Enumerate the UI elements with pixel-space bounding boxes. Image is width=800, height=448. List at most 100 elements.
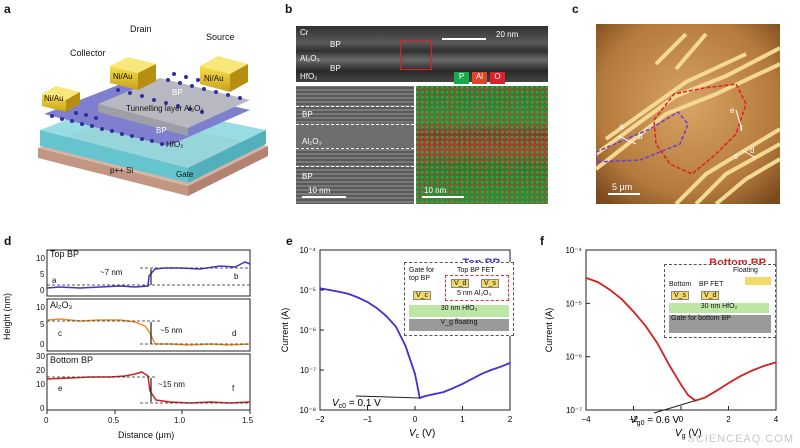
tunnel-layer-front bbox=[98, 104, 188, 136]
e-point-5 bbox=[366, 301, 369, 303]
e-point-1 bbox=[328, 289, 331, 291]
inset-f-hfo2: 30 nm HfO₂ bbox=[669, 303, 769, 313]
inset-e-vg: V_g floating bbox=[409, 319, 509, 331]
tunnel-label: Tunnelling layer Al₂O₃ bbox=[126, 104, 204, 113]
sub3-left: e bbox=[58, 384, 63, 393]
source-label: Source bbox=[206, 32, 235, 42]
tunnel-layer bbox=[98, 78, 250, 128]
electrode-fingers bbox=[596, 32, 780, 204]
drain-label: Drain bbox=[130, 24, 152, 34]
roi-box bbox=[400, 40, 432, 70]
sub2-right: d bbox=[232, 329, 237, 338]
marker-c: c bbox=[734, 152, 738, 161]
e-point-7 bbox=[385, 315, 388, 318]
e-xtick-label-2: 0 bbox=[413, 415, 418, 424]
f-ytick-label-2: 10⁻⁶ bbox=[566, 353, 582, 362]
tem-al2o3-label: Al₂O₃ bbox=[302, 137, 322, 146]
d-ylabel: Height (nm) bbox=[2, 292, 12, 340]
sub2-frame bbox=[46, 298, 251, 352]
e-point-3 bbox=[347, 293, 350, 295]
sub3-frame bbox=[46, 353, 251, 411]
sub3-ytick-0: 30 bbox=[36, 352, 45, 361]
collector-pad bbox=[42, 86, 80, 112]
scale-bar-1 bbox=[442, 38, 486, 40]
scale-label-3: 10 nm bbox=[424, 186, 447, 195]
drain-material: Ni/Au bbox=[113, 72, 133, 81]
e-ytick-label-4: 10⁻⁸ bbox=[300, 406, 317, 415]
f-ylabel: Current (A) bbox=[544, 308, 554, 353]
f-point-12 bbox=[715, 389, 718, 392]
f-xtick-label-4: 4 bbox=[774, 415, 779, 424]
psi-label: p++ Si bbox=[110, 166, 134, 175]
afm-image bbox=[596, 24, 780, 204]
d-xlabel: Distance (μm) bbox=[118, 430, 175, 440]
marker-e: e bbox=[730, 106, 735, 115]
gate-label: Gate bbox=[176, 170, 194, 179]
eds-map bbox=[416, 86, 548, 204]
e-point-16 bbox=[461, 383, 464, 385]
e-point-12 bbox=[423, 395, 426, 398]
al2o3-band bbox=[296, 122, 414, 148]
f-xtick-label-0: −4 bbox=[581, 415, 591, 424]
profile-bottom-bp bbox=[46, 371, 251, 404]
f-xlabel: Vg (V) bbox=[675, 428, 702, 440]
f-point-0 bbox=[585, 277, 587, 279]
inset-f-floating: Floating bbox=[733, 267, 758, 274]
f-point-3 bbox=[620, 298, 623, 300]
inset-e-gate: Gate for top BP bbox=[409, 267, 435, 282]
hfo2-side bbox=[188, 130, 266, 183]
bp2-label: BP bbox=[330, 64, 341, 73]
dash-1 bbox=[296, 106, 414, 107]
sub3-title: Bottom BP bbox=[50, 355, 94, 365]
inset-f-bpfet: BP FET bbox=[699, 281, 724, 288]
dash-2 bbox=[296, 124, 414, 125]
legend-p: P bbox=[454, 72, 469, 84]
dash-3 bbox=[296, 148, 414, 149]
e-xtick-label-3: 1 bbox=[460, 415, 465, 424]
e-point-18 bbox=[480, 373, 483, 375]
f-point-14 bbox=[739, 375, 742, 378]
tem-overview bbox=[296, 26, 548, 82]
sub1-ytick-2: 0 bbox=[40, 286, 45, 295]
e-point-8 bbox=[395, 326, 397, 328]
inset-e-al2o3: 5 nm Al₂O₃ bbox=[457, 290, 492, 297]
substrate-front bbox=[38, 148, 188, 196]
sub2-title: Al₂O₃ bbox=[50, 300, 73, 310]
tem-bp2-label: BP bbox=[302, 172, 313, 181]
inset-e-fetbox bbox=[445, 275, 509, 301]
tem-hr bbox=[296, 86, 414, 204]
f-ytick-label-3: 10⁻⁷ bbox=[566, 406, 582, 415]
f-point-9 bbox=[687, 394, 689, 396]
source-pad bbox=[200, 56, 248, 92]
sub2-ytick-2: 0 bbox=[40, 340, 45, 349]
f-point-13 bbox=[727, 382, 730, 384]
sub2-annotation: ~5 nm bbox=[160, 326, 183, 335]
sub1-frame bbox=[46, 249, 251, 297]
collector-material: Ni/Au bbox=[44, 94, 64, 103]
f-point-11 bbox=[703, 396, 706, 399]
f-point-2 bbox=[608, 288, 611, 291]
sub1-ytick-0: 10 bbox=[36, 254, 45, 263]
sub3-ytick-2: 10 bbox=[36, 380, 45, 389]
inset-f: Floating Bottom BP FET V_s V_d 30 nm HfO… bbox=[664, 264, 776, 338]
f-point-15 bbox=[751, 369, 754, 372]
f-point-4 bbox=[632, 310, 635, 313]
bp1-label: BP bbox=[330, 40, 341, 49]
f-point-8 bbox=[680, 383, 682, 386]
e-point-19 bbox=[490, 369, 492, 371]
panel-a-label: a bbox=[4, 2, 11, 16]
e-point-9 bbox=[404, 345, 407, 347]
inset-e-vs: V_s bbox=[481, 279, 500, 288]
f-ytick-label-0: 10⁻⁴ bbox=[565, 246, 582, 255]
e-point-17 bbox=[471, 378, 473, 380]
bp-bottom-label: BP bbox=[156, 126, 167, 135]
bp-bottom-outline bbox=[653, 83, 747, 175]
d-xtick-0: 0 bbox=[44, 416, 49, 425]
e-ytick-label-1: 10⁻⁵ bbox=[300, 286, 316, 295]
hfo2-front bbox=[40, 130, 188, 183]
device-schematic bbox=[38, 56, 268, 196]
e-ytick-label-3: 10⁻⁷ bbox=[300, 366, 316, 375]
sub3-ytick-3: 0 bbox=[40, 404, 45, 413]
panel-c-label: c bbox=[572, 2, 579, 16]
watermark: SCIENCEAQ.COM bbox=[687, 433, 794, 445]
